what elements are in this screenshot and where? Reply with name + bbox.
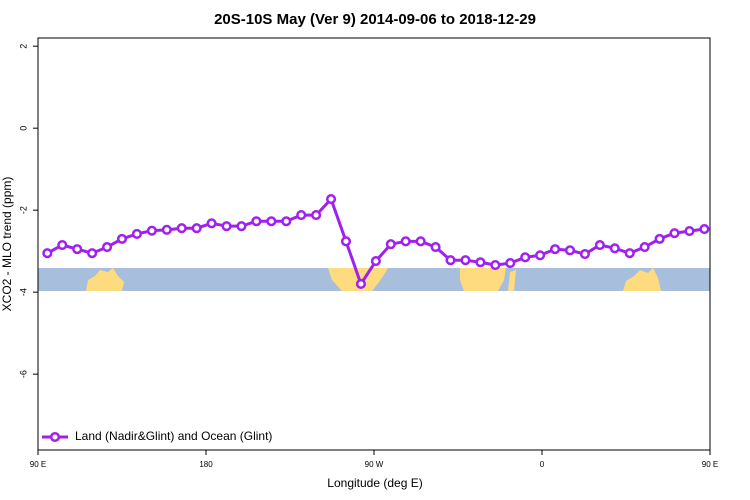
marker [191,223,202,234]
marker [326,194,337,205]
x-tick-label: 90 E [702,460,718,469]
land-patch [86,268,124,291]
marker [564,245,576,256]
marker [296,210,307,221]
marker [281,216,292,227]
marker [355,278,366,290]
x-tick-label: 90 E [30,460,46,469]
marker [385,239,396,250]
marker [505,258,516,269]
x-tick-label: 0 [540,460,545,469]
legend-label: Land (Nadir&Glint) and Ocean (Glint) [75,429,272,443]
y-axis-label: XCO2 - MLO trend (ppm) [0,177,14,312]
chart-title: 20S-10S May (Ver 9) 2014-09-06 to 2018-1… [214,11,536,28]
marker [102,242,113,253]
y-tick-label: 2 [18,44,28,49]
marker [146,225,157,236]
marker [520,252,531,263]
marker [535,250,546,261]
marker [594,239,605,251]
marker [654,233,665,244]
marker [161,224,172,235]
marker [579,248,590,260]
marker [176,223,187,234]
marker [236,221,247,232]
land-patch [508,270,516,291]
marker [490,260,501,271]
y-tick-label: -6 [18,370,28,378]
legend-marker [49,431,61,443]
marker [87,248,98,259]
land-patch [623,268,661,291]
marker [206,218,217,229]
marker [266,216,277,227]
y-tick-label: 0 [18,126,28,131]
marker [415,236,426,247]
marker [116,233,128,244]
land-patch [460,268,506,291]
marker [609,243,620,254]
x-tick-label: 180 [199,460,213,469]
marker [669,228,680,239]
marker [460,255,471,266]
marker [684,226,695,237]
x-axis-label: Longitude (deg E) [327,476,422,490]
y-tick-label: -2 [18,206,28,214]
marker [400,236,411,247]
marker [42,248,53,259]
x-tick-label: 90 W [365,460,384,469]
marker [475,257,486,268]
marker [57,239,68,251]
map-strip [38,268,710,291]
marker [699,223,710,235]
plot-frame [37,37,711,451]
marker [430,242,441,253]
marker [72,244,83,255]
marker [624,248,635,259]
marker [550,244,561,255]
y-tick-label: -4 [18,288,28,296]
marker [251,216,262,227]
marker [311,210,322,221]
marker [221,221,232,232]
marker [340,236,352,247]
marker [370,255,381,267]
marker [131,228,142,240]
marker [639,242,650,253]
marker [445,255,456,266]
